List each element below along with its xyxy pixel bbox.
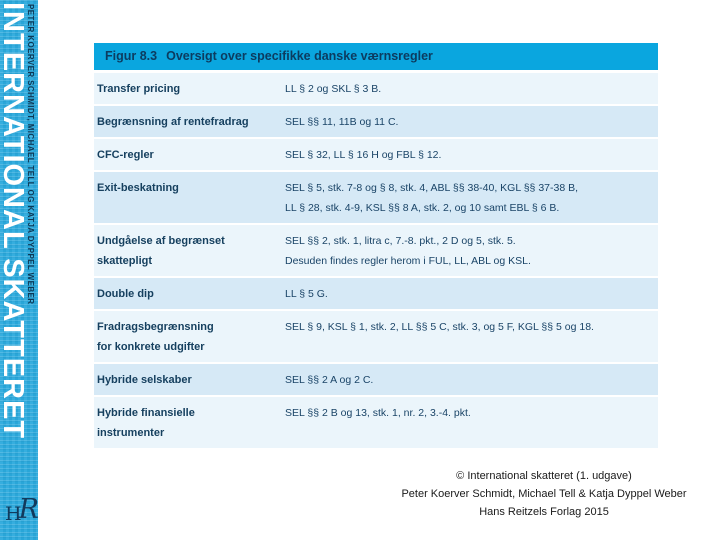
figure-title: Oversigt over specifikke danske værnsreg… (166, 49, 433, 63)
publisher-logo: HR (5, 492, 39, 530)
row-label: Exit-beskatning (97, 182, 179, 194)
authors-line: Peter Koerver Schmidt, Michael Tell & Ka… (401, 488, 687, 500)
row-label: Fradragsbegrænsning for konkrete udgifter (97, 321, 214, 353)
table-row: Exit-beskatning SEL § 5, stk. 7-8 og § 8,… (94, 172, 658, 225)
table-row: CFC-regler SEL § 32, LL § 16 H og FBL § 1… (94, 139, 658, 172)
spine-authors: PETER KOERVER SCHMIDT, MICHAEL TELL OG K… (25, 0, 36, 330)
publisher-logo-r: R (18, 494, 39, 525)
row-value: SEL §§ 11, 11B og 11 C. (285, 116, 399, 128)
row-label: Undgåelse af begrænset skattepligt (97, 235, 225, 267)
copyright-line: © International skatteret (1. udgave) (456, 470, 632, 482)
spine-book-title: INTERNATIONAL SKATTERET (0, 0, 29, 540)
spine-authors-text: PETER KOERVER SCHMIDT, MICHAEL TELL OG K… (26, 4, 35, 305)
publisher-logo-h: H (5, 503, 22, 525)
row-value: SEL § 5, stk. 7-8 og § 8, stk. 4, ABL §§… (285, 182, 579, 214)
row-value: LL § 2 og SKL § 3 B. (285, 83, 382, 95)
row-value: SEL §§ 2 A og 2 C. (285, 374, 374, 386)
row-value: SEL § 9, KSL § 1, stk. 2, LL §§ 5 C, stk… (285, 321, 594, 333)
row-label: Transfer pricing (97, 83, 181, 95)
book-spine: INTERNATIONAL SKATTERET PETER KOERVER SC… (0, 0, 39, 540)
row-label: Double dip (97, 288, 154, 300)
table-row: Hybride selskaber SEL §§ 2 A og 2 C. (94, 364, 658, 397)
table-row: Hybride finansielle instrumenter SEL §§ 2 … (94, 397, 658, 450)
table-row: Double dip LL § 5 G. (94, 278, 658, 311)
row-label: Hybride finansielle instrumenter (97, 407, 195, 439)
row-label: CFC-regler (97, 149, 154, 161)
figure-table: Figur 8.3 Oversigt over specifikke danske… (94, 43, 658, 450)
copyright-block: © International skatteret (1. udgave) Pe… (374, 467, 714, 521)
figure-number: Figur 8.3 (105, 49, 158, 63)
table-row: Undgåelse af begrænset skattepligt SEL §§ … (94, 225, 658, 278)
table-row: Begrænsning af rentefradrag SEL §§ 11, 11… (94, 106, 658, 139)
row-value: SEL § 32, LL § 16 H og FBL § 12. (285, 149, 442, 161)
table-row: Fradragsbegrænsning for konkrete udgifter… (94, 311, 658, 364)
row-value: SEL §§ 2, stk. 1, litra c, 7.-8. pkt., 2… (285, 235, 531, 267)
table-row: Transfer pricing LL § 2 og SKL § 3 B. (94, 73, 658, 106)
publisher-line: Hans Reitzels Forlag 2015 (479, 506, 609, 518)
figure-title-bar: Figur 8.3 Oversigt over specifikke danske… (94, 43, 658, 70)
figure-rows: Transfer pricing LL § 2 og SKL § 3 B. Begr… (94, 73, 658, 450)
row-value: SEL §§ 2 B og 13, stk. 1, nr. 2, 3.-4. p… (285, 407, 471, 419)
row-label: Begrænsning af rentefradrag (97, 116, 249, 128)
row-value: LL § 5 G. (285, 288, 328, 300)
row-label: Hybride selskaber (97, 374, 192, 386)
